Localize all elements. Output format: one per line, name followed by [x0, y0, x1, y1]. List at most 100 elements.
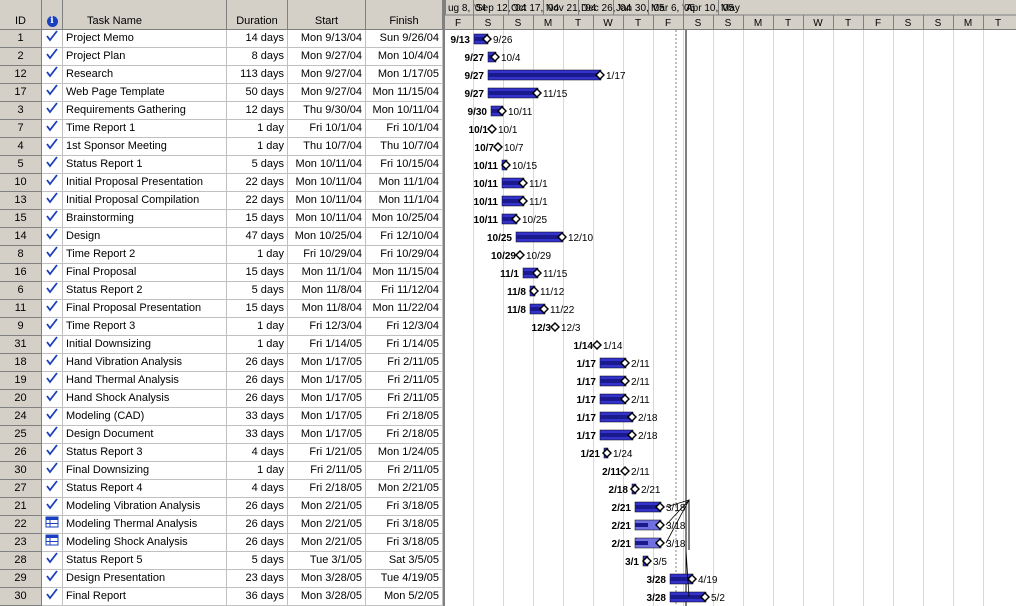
column-header-task-name[interactable]: Task Name — [63, 0, 227, 30]
table-row[interactable]: 21 Modeling Vibration Analysis 26 days Mon… — [0, 498, 443, 516]
task-duration: 26 days — [227, 372, 288, 390]
task-id[interactable]: 30 — [0, 588, 42, 606]
task-duration: 22 days — [227, 174, 288, 192]
task-duration: 5 days — [227, 156, 288, 174]
task-id[interactable]: 18 — [0, 354, 42, 372]
table-row[interactable]: 30 Final Downsizing 1 day Fri 2/11/05 Fri 2/… — [0, 462, 443, 480]
table-row[interactable]: 1 Project Memo 14 days Mon 9/13/04 Sun 9/26/… — [0, 30, 443, 48]
task-id[interactable]: 14 — [0, 228, 42, 246]
indicator — [42, 192, 63, 210]
table-row[interactable]: 19 Hand Thermal Analysis 26 days Mon 1/17/0… — [0, 372, 443, 390]
task-id[interactable]: 30 — [0, 462, 42, 480]
task-id[interactable]: 12 — [0, 66, 42, 84]
bar-finish-label: 1/17 — [606, 71, 626, 82]
task-id[interactable]: 7 — [0, 120, 42, 138]
task-id[interactable]: 19 — [0, 372, 42, 390]
table-row[interactable]: 12 Research 113 days Mon 9/27/04 Mon 1/17/05 — [0, 66, 443, 84]
bar-start-label: 2/21 — [612, 539, 632, 550]
task-id[interactable]: 20 — [0, 390, 42, 408]
split-bar[interactable] — [443, 0, 445, 606]
task-id[interactable]: 28 — [0, 552, 42, 570]
table-icon — [45, 516, 59, 533]
bar-start-label: 9/27 — [465, 71, 485, 82]
table-row[interactable]: 23 Modeling Shock Analysis 26 days Mon 2/21… — [0, 534, 443, 552]
table-row[interactable]: 30 Final Report 36 days Mon 3/28/05 Mon 5/2/… — [0, 588, 443, 606]
task-id[interactable]: 4 — [0, 138, 42, 156]
check-icon — [45, 102, 59, 119]
task-id[interactable]: 2 — [0, 48, 42, 66]
table-row[interactable]: 25 Design Document 33 days Mon 1/17/05 Fri 2… — [0, 426, 443, 444]
task-id[interactable]: 23 — [0, 534, 42, 552]
task-id[interactable]: 10 — [0, 174, 42, 192]
column-header-finish[interactable]: Finish — [366, 0, 443, 30]
task-id[interactable]: 17 — [0, 84, 42, 102]
task-name: Status Report 3 — [63, 444, 227, 462]
milestone-inner — [552, 324, 558, 330]
table-row[interactable]: 3 Requirements Gathering 12 days Thu 9/30/0… — [0, 102, 443, 120]
task-id[interactable]: 11 — [0, 300, 42, 318]
table-row[interactable]: 31 Initial Downsizing 1 day Fri 1/14/05 Fri … — [0, 336, 443, 354]
indicator — [42, 48, 63, 66]
table-row[interactable]: 15 Brainstorming 15 days Mon 10/11/04 Mon 10… — [0, 210, 443, 228]
task-id[interactable]: 9 — [0, 318, 42, 336]
table-row[interactable]: 24 Modeling (CAD) 33 days Mon 1/17/05 Fri 2/… — [0, 408, 443, 426]
indicator — [42, 462, 63, 480]
finish-marker-inner — [702, 594, 708, 600]
task-finish: Mon 11/15/04 — [366, 84, 443, 102]
task-progress — [635, 523, 648, 527]
task-id[interactable]: 15 — [0, 210, 42, 228]
table-row[interactable]: 18 Hand Vibration Analysis 26 days Mon 1/17… — [0, 354, 443, 372]
task-id[interactable]: 31 — [0, 336, 42, 354]
check-icon — [45, 210, 59, 227]
table-row[interactable]: 10 Initial Proposal Presentation 22 days Mo… — [0, 174, 443, 192]
task-id[interactable]: 21 — [0, 498, 42, 516]
task-name: Research — [63, 66, 227, 84]
task-id[interactable]: 24 — [0, 408, 42, 426]
task-duration: 50 days — [227, 84, 288, 102]
task-id[interactable]: 1 — [0, 30, 42, 48]
column-header-id[interactable]: ID — [0, 0, 42, 30]
task-id[interactable]: 5 — [0, 156, 42, 174]
task-id[interactable]: 8 — [0, 246, 42, 264]
task-id[interactable]: 29 — [0, 570, 42, 588]
table-row[interactable]: 22 Modeling Thermal Analysis 26 days Mon 2/… — [0, 516, 443, 534]
table-row[interactable]: 13 Initial Proposal Compilation 22 days Mon… — [0, 192, 443, 210]
table-row[interactable]: 11 Final Proposal Presentation 15 days Mon … — [0, 300, 443, 318]
column-header-start[interactable]: Start — [288, 0, 366, 30]
task-progress — [516, 235, 563, 239]
table-row[interactable]: 17 Web Page Template 50 days Mon 9/27/04 Mon… — [0, 84, 443, 102]
task-id[interactable]: 13 — [0, 192, 42, 210]
task-id[interactable]: 22 — [0, 516, 42, 534]
bar-start-label: 1/17 — [577, 431, 597, 442]
table-row[interactable]: 29 Design Presentation 23 days Mon 3/28/05 T… — [0, 570, 443, 588]
task-id[interactable]: 26 — [0, 444, 42, 462]
column-header-duration[interactable]: Duration — [227, 0, 288, 30]
column-header-indicators[interactable]: i — [42, 0, 63, 30]
task-id[interactable]: 16 — [0, 264, 42, 282]
table-row[interactable]: 20 Hand Shock Analysis 26 days Mon 1/17/05 F… — [0, 390, 443, 408]
check-icon — [45, 336, 59, 353]
indicator — [42, 426, 63, 444]
check-icon — [45, 372, 59, 389]
table-row[interactable]: 16 Final Proposal 15 days Mon 11/1/04 Mon 11… — [0, 264, 443, 282]
task-id[interactable]: 3 — [0, 102, 42, 120]
table-row[interactable]: 14 Design 47 days Mon 10/25/04 Fri 12/10/04 — [0, 228, 443, 246]
indicator — [42, 282, 63, 300]
task-name: Design Document — [63, 426, 227, 444]
table-row[interactable]: 2 Project Plan 8 days Mon 9/27/04 Mon 10/4/0… — [0, 48, 443, 66]
task-id[interactable]: 6 — [0, 282, 42, 300]
task-id[interactable]: 27 — [0, 480, 42, 498]
bar-start-label: 1/17 — [577, 395, 597, 406]
task-id[interactable]: 25 — [0, 426, 42, 444]
table-row[interactable]: 4 1st Sponsor Meeting 1 day Thu 10/7/04 Thu … — [0, 138, 443, 156]
